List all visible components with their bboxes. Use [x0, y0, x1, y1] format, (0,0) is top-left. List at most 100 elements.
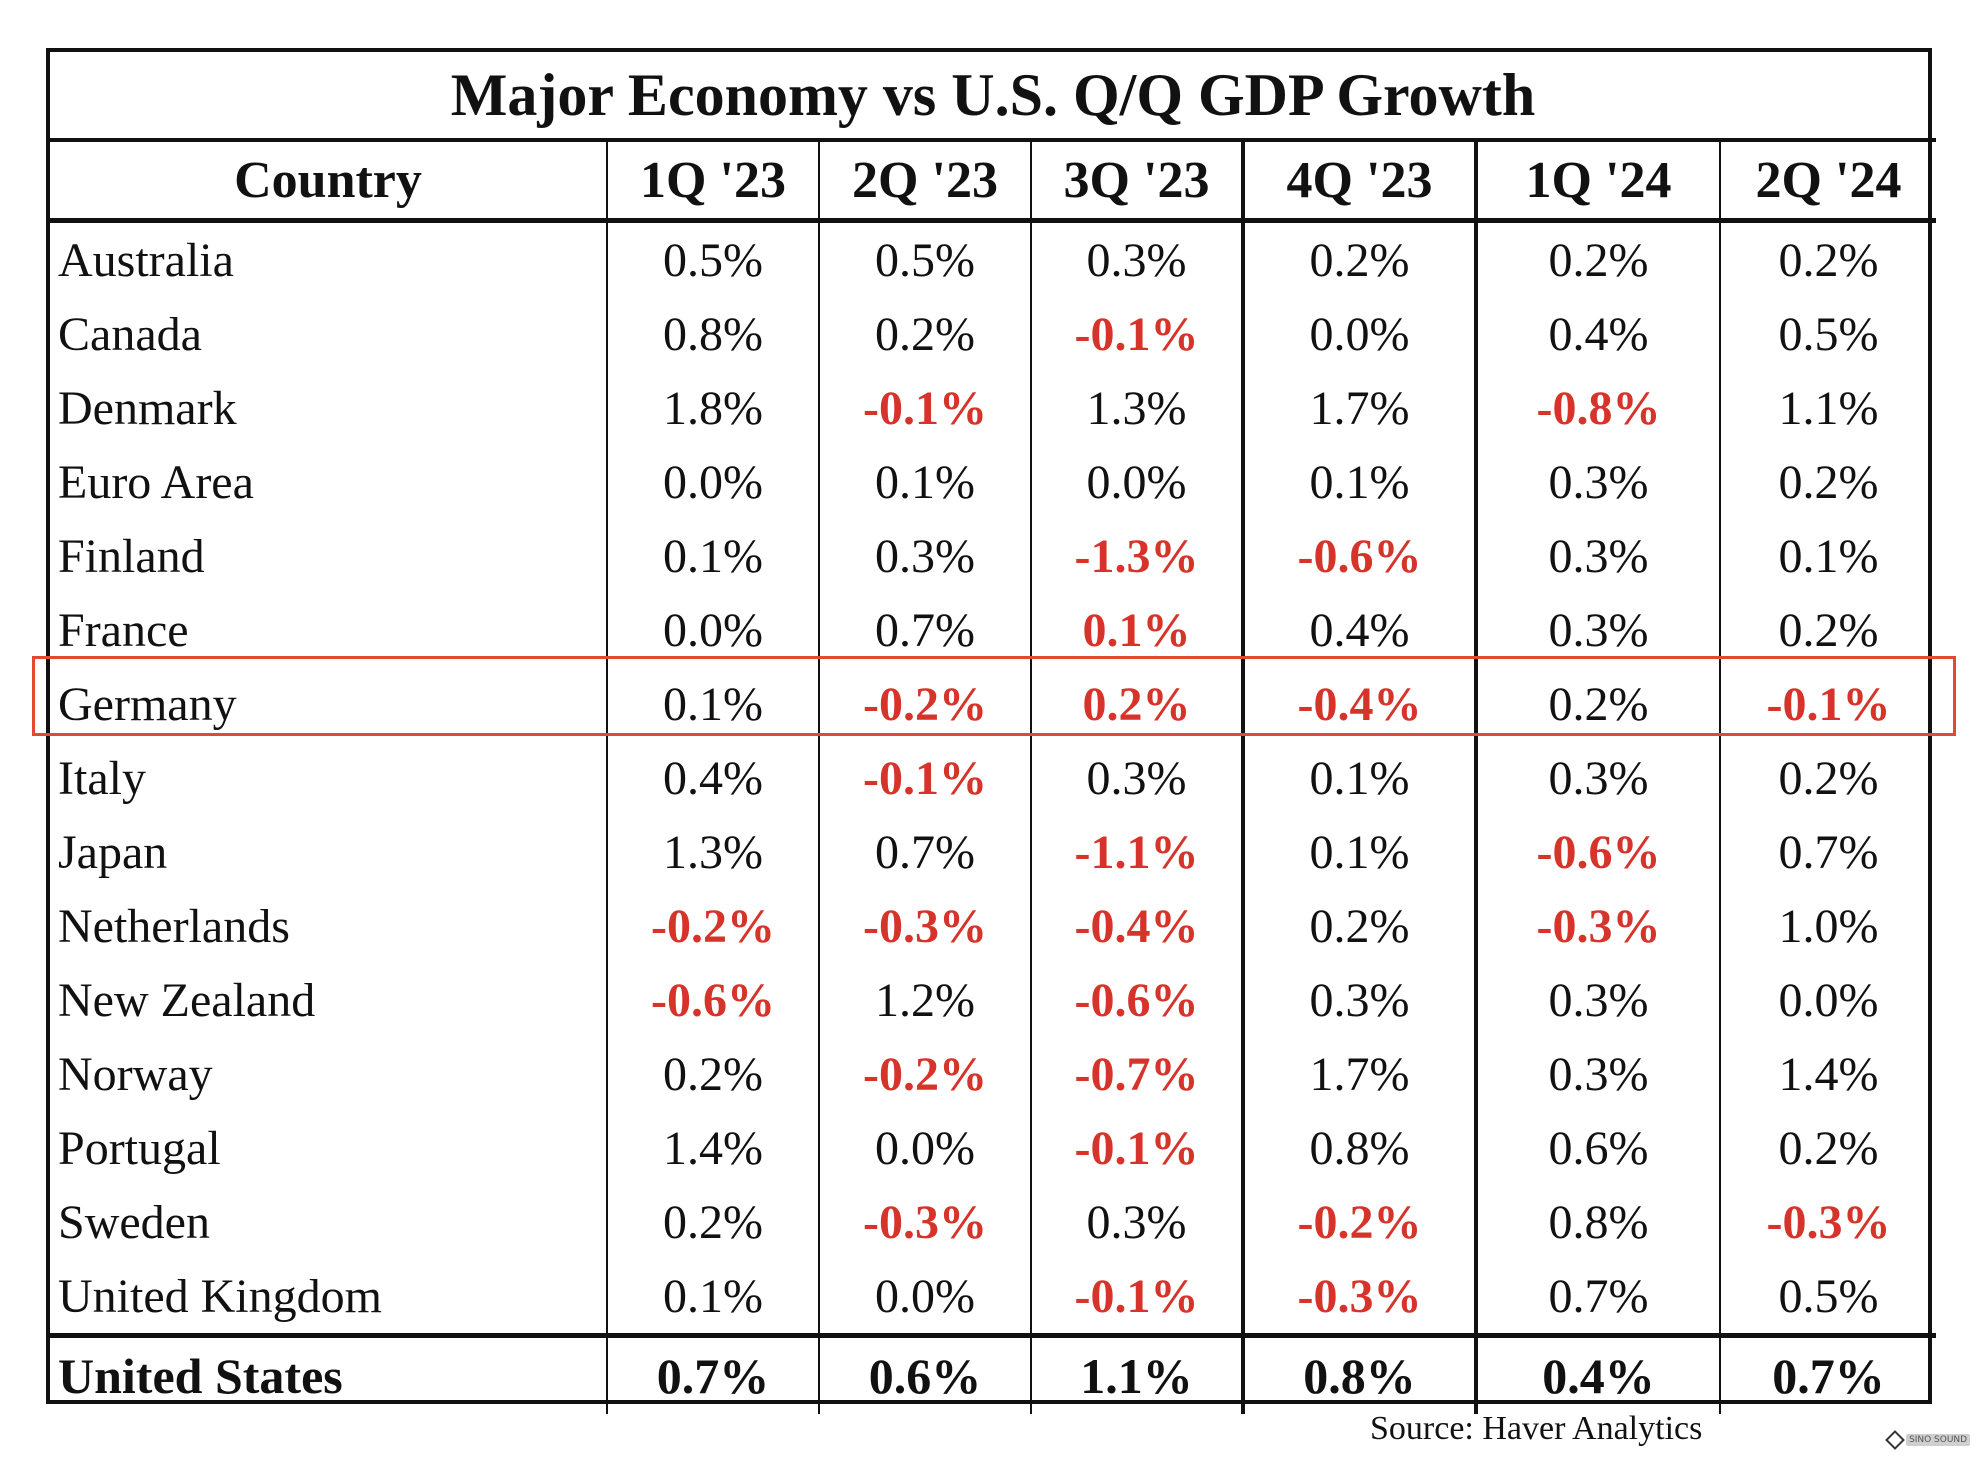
- value-cell: 0.5%: [1719, 297, 1936, 371]
- value-cell: 0.2%: [1241, 220, 1476, 297]
- value-cell: 0.4%: [1474, 297, 1720, 371]
- value-cell: 1.3%: [1030, 371, 1243, 445]
- column-header-period: 4Q '23: [1241, 140, 1476, 223]
- value-cell: 0.2%: [1719, 1111, 1936, 1185]
- value-cell: 0.5%: [606, 220, 819, 297]
- country-cell: Canada: [58, 307, 202, 361]
- value-cell: -0.2%: [606, 889, 819, 963]
- value-cell: 0.2%: [818, 297, 1031, 371]
- country-cell: Germany: [58, 677, 237, 731]
- country-cell: Australia: [58, 233, 234, 287]
- value-cell: 0.4%: [1474, 1333, 1720, 1414]
- value-cell: 1.1%: [1030, 1333, 1243, 1414]
- value-cell: -0.4%: [1241, 667, 1476, 741]
- value-cell: 0.1%: [1241, 741, 1476, 815]
- value-cell: 0.3%: [1030, 1185, 1243, 1259]
- value-cell: 0.7%: [606, 1333, 819, 1414]
- country-cell: Sweden: [58, 1195, 210, 1249]
- country-cell: Portugal: [58, 1121, 221, 1175]
- table-row: Japan 1.3% 0.7% -1.1% 0.1% -0.6% 0.7%: [50, 815, 1936, 889]
- value-cell: 0.2%: [1030, 667, 1243, 741]
- value-cell: 0.3%: [1474, 1037, 1720, 1111]
- table-row: Canada 0.8% 0.2% -0.1% 0.0% 0.4% 0.5%: [50, 297, 1936, 371]
- value-cell: 0.8%: [606, 297, 819, 371]
- value-cell: -0.1%: [818, 371, 1031, 445]
- value-cell: 0.7%: [818, 815, 1031, 889]
- value-cell: 0.2%: [1241, 889, 1476, 963]
- value-cell: 1.3%: [606, 815, 819, 889]
- column-header-period: 3Q '23: [1030, 140, 1243, 223]
- table-row: Australia 0.5% 0.5% 0.3% 0.2% 0.2% 0.2%: [50, 220, 1936, 297]
- value-cell: -0.1%: [1030, 1259, 1243, 1336]
- value-cell: 0.2%: [1474, 220, 1720, 297]
- table-row: France 0.0% 0.7% 0.1% 0.4% 0.3% 0.2%: [50, 593, 1936, 667]
- value-cell: 0.3%: [1474, 445, 1720, 519]
- table-row: Italy 0.4% -0.1% 0.3% 0.1% 0.3% 0.2%: [50, 741, 1936, 815]
- column-header-row: Country 1Q '23 2Q '23 3Q '23 4Q '23 1Q '24 2Q …: [50, 140, 1936, 223]
- value-cell: 0.6%: [1474, 1111, 1720, 1185]
- value-cell: 0.3%: [1030, 220, 1243, 297]
- country-cell: France: [58, 603, 189, 657]
- value-cell: 0.5%: [818, 220, 1031, 297]
- value-cell: -1.3%: [1030, 519, 1243, 593]
- table-title: Major Economy vs U.S. Q/Q GDP Growth: [50, 52, 1936, 142]
- table-row: New Zealand -0.6% 1.2% -0.6% 0.3% 0.3% 0.0%: [50, 963, 1936, 1037]
- value-cell: -0.2%: [818, 667, 1031, 741]
- value-cell: 0.2%: [1719, 220, 1936, 297]
- value-cell: 0.3%: [818, 519, 1031, 593]
- value-cell: 0.0%: [606, 445, 819, 519]
- value-cell: 0.8%: [1474, 1185, 1720, 1259]
- value-cell: 1.1%: [1719, 371, 1936, 445]
- value-cell: -0.7%: [1030, 1037, 1243, 1111]
- country-cell: Euro Area: [58, 455, 254, 509]
- value-cell: -0.1%: [818, 741, 1031, 815]
- value-cell: 0.2%: [1719, 741, 1936, 815]
- table-row: Finland 0.1% 0.3% -1.3% -0.6% 0.3% 0.1%: [50, 519, 1936, 593]
- value-cell: 0.0%: [1030, 445, 1243, 519]
- value-cell: -0.6%: [1241, 519, 1476, 593]
- table-row: United Kingdom 0.1% 0.0% -0.1% -0.3% 0.7% 0.5%: [50, 1259, 1936, 1336]
- country-cell: Japan: [58, 825, 168, 879]
- value-cell: 0.1%: [818, 445, 1031, 519]
- column-header-period: 2Q '23: [818, 140, 1031, 223]
- value-cell: 0.2%: [1474, 667, 1720, 741]
- value-cell: 1.7%: [1241, 1037, 1476, 1111]
- value-cell: -0.6%: [1474, 815, 1720, 889]
- table-body: Australia 0.5% 0.5% 0.3% 0.2% 0.2% 0.2% Canada 0…: [50, 220, 1936, 1414]
- value-cell: 0.6%: [818, 1333, 1031, 1414]
- value-cell: 0.1%: [1719, 519, 1936, 593]
- value-cell: 0.2%: [1719, 445, 1936, 519]
- table-row: Denmark 1.8% -0.1% 1.3% 1.7% -0.8% 1.1%: [50, 371, 1936, 445]
- value-cell: 0.0%: [1241, 297, 1476, 371]
- country-cell: Finland: [58, 529, 205, 583]
- gdp-table-frame: Major Economy vs U.S. Q/Q GDP Growth Cou…: [46, 48, 1936, 1414]
- value-cell: 0.1%: [606, 519, 819, 593]
- value-cell: -0.4%: [1030, 889, 1243, 963]
- table-row: Sweden 0.2% -0.3% 0.3% -0.2% 0.8% -0.3%: [50, 1185, 1936, 1259]
- value-cell: 0.7%: [1474, 1259, 1720, 1336]
- country-cell: United Kingdom: [58, 1269, 382, 1323]
- value-cell: 0.1%: [606, 1259, 819, 1336]
- gdp-growth-table: Major Economy vs U.S. Q/Q GDP Growth Cou…: [50, 52, 1936, 1414]
- country-cell: Italy: [58, 751, 146, 805]
- value-cell: -1.1%: [1030, 815, 1243, 889]
- value-cell: -0.3%: [818, 1185, 1031, 1259]
- value-cell: -0.2%: [818, 1037, 1031, 1111]
- value-cell: 0.3%: [1474, 593, 1720, 667]
- value-cell: 0.8%: [1241, 1111, 1476, 1185]
- value-cell: 0.1%: [1241, 445, 1476, 519]
- value-cell: -0.2%: [1241, 1185, 1476, 1259]
- value-cell: 0.3%: [1030, 741, 1243, 815]
- table-row: Netherlands -0.2% -0.3% -0.4% 0.2% -0.3% 1.0%: [50, 889, 1936, 963]
- value-cell: -0.6%: [1030, 963, 1243, 1037]
- value-cell: 0.1%: [1241, 815, 1476, 889]
- column-header-period: 2Q '24: [1719, 140, 1936, 223]
- value-cell: 0.3%: [1241, 963, 1476, 1037]
- total-row-united-states: United States 0.7% 0.6% 1.1% 0.8% 0.4% 0.7%: [50, 1333, 1936, 1414]
- column-header-country: Country: [50, 140, 607, 223]
- value-cell: 1.4%: [606, 1111, 819, 1185]
- value-cell: 1.0%: [1719, 889, 1936, 963]
- value-cell: -0.1%: [1030, 1111, 1243, 1185]
- value-cell: -0.6%: [606, 963, 819, 1037]
- value-cell: -0.1%: [1030, 297, 1243, 371]
